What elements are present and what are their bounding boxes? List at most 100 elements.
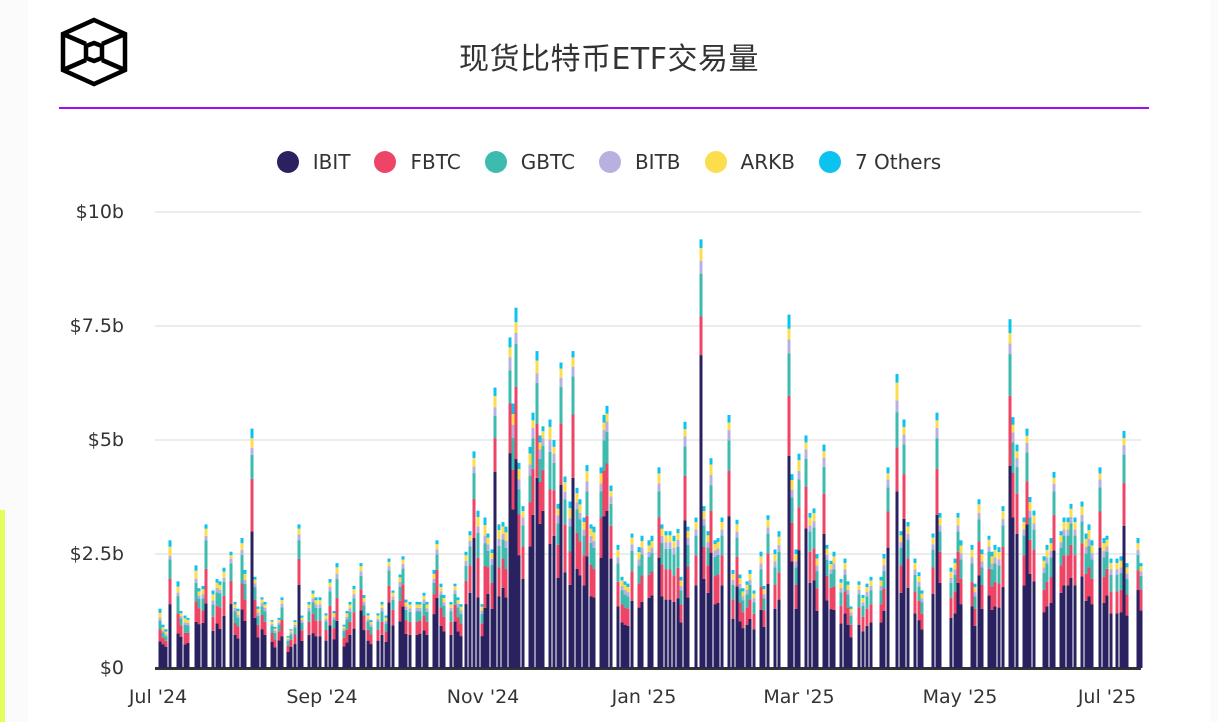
bar[interactable]	[456, 597, 460, 668]
bar[interactable]	[949, 567, 953, 668]
bar[interactable]	[766, 515, 770, 668]
bar[interactable]	[348, 601, 352, 668]
bar[interactable]	[657, 467, 661, 668]
bar[interactable]	[332, 611, 336, 668]
bar[interactable]	[1115, 558, 1119, 668]
bar[interactable]	[517, 462, 521, 668]
bar[interactable]	[931, 533, 935, 668]
bar[interactable]	[307, 601, 311, 668]
bar[interactable]	[453, 583, 457, 668]
bar[interactable]	[938, 512, 942, 668]
bar[interactable]	[289, 629, 293, 668]
bar[interactable]	[843, 558, 847, 668]
bar[interactable]	[422, 592, 426, 668]
bar[interactable]	[650, 535, 654, 668]
bar[interactable]	[439, 583, 443, 668]
bar[interactable]	[609, 485, 613, 668]
bar[interactable]	[280, 597, 284, 668]
bar[interactable]	[250, 428, 254, 668]
bar[interactable]	[256, 606, 260, 668]
bar[interactable]	[535, 351, 539, 668]
bar[interactable]	[709, 458, 713, 668]
bar[interactable]	[977, 499, 981, 668]
bar[interactable]	[318, 597, 322, 668]
bar[interactable]	[882, 554, 886, 668]
bar[interactable]	[997, 547, 1001, 668]
bar[interactable]	[556, 503, 560, 668]
bar[interactable]	[1073, 517, 1077, 668]
bar[interactable]	[273, 626, 277, 668]
bar[interactable]	[713, 540, 717, 668]
bar[interactable]	[559, 362, 563, 668]
bar[interactable]	[1015, 444, 1019, 668]
bar[interactable]	[293, 620, 297, 668]
bar[interactable]	[352, 585, 356, 668]
bar[interactable]	[472, 451, 476, 668]
bar[interactable]	[832, 551, 836, 668]
bar[interactable]	[1087, 524, 1091, 668]
bar[interactable]	[387, 558, 391, 668]
bar[interactable]	[676, 528, 680, 668]
bar[interactable]	[616, 544, 620, 668]
bar[interactable]	[777, 531, 781, 668]
bar[interactable]	[1069, 503, 1073, 668]
bar[interactable]	[483, 517, 487, 668]
bar[interactable]	[762, 585, 766, 668]
bar[interactable]	[1059, 531, 1063, 668]
bar[interactable]	[1066, 517, 1070, 668]
bar[interactable]	[260, 597, 264, 668]
bar[interactable]	[168, 540, 172, 668]
bar[interactable]	[990, 551, 994, 668]
bar[interactable]	[913, 558, 917, 668]
bar[interactable]	[846, 581, 850, 668]
bar[interactable]	[935, 412, 939, 668]
bar[interactable]	[812, 508, 816, 668]
bar[interactable]	[599, 467, 603, 668]
bar[interactable]	[297, 524, 301, 668]
bar[interactable]	[752, 590, 756, 668]
bar[interactable]	[745, 581, 749, 668]
bar[interactable]	[857, 581, 861, 668]
bar[interactable]	[538, 435, 542, 668]
bar[interactable]	[541, 426, 545, 668]
bar[interactable]	[324, 613, 328, 668]
bar[interactable]	[328, 579, 332, 668]
bar[interactable]	[161, 624, 165, 668]
bar[interactable]	[548, 419, 552, 668]
bar[interactable]	[804, 435, 808, 668]
bar[interactable]	[345, 611, 349, 668]
bar[interactable]	[605, 405, 609, 668]
bar[interactable]	[787, 314, 791, 668]
bar[interactable]	[486, 533, 490, 668]
bar[interactable]	[741, 588, 745, 668]
bar[interactable]	[1102, 538, 1106, 668]
bar[interactable]	[637, 547, 641, 668]
bar[interactable]	[1045, 544, 1049, 668]
bar[interactable]	[993, 544, 997, 668]
bar[interactable]	[589, 524, 593, 668]
legend-item-ibit[interactable]: IBIT	[276, 150, 350, 174]
bar[interactable]	[380, 601, 384, 668]
legend-item-arkb[interactable]: ARKB	[704, 150, 795, 174]
bar[interactable]	[476, 510, 480, 668]
bar[interactable]	[865, 583, 869, 668]
bar[interactable]	[366, 613, 370, 668]
bar[interactable]	[521, 506, 525, 668]
bar[interactable]	[735, 519, 739, 668]
bar[interactable]	[706, 531, 710, 668]
bar[interactable]	[759, 551, 763, 668]
bar[interactable]	[501, 522, 505, 668]
bar[interactable]	[435, 540, 439, 668]
bar[interactable]	[980, 549, 984, 668]
bar[interactable]	[578, 499, 582, 668]
bar[interactable]	[497, 524, 501, 668]
bar[interactable]	[731, 569, 735, 668]
bar[interactable]	[311, 590, 315, 668]
bar[interactable]	[511, 403, 515, 668]
bar[interactable]	[253, 576, 257, 668]
bar[interactable]	[953, 558, 957, 668]
bar[interactable]	[727, 414, 731, 668]
bar[interactable]	[1080, 501, 1084, 668]
bar[interactable]	[236, 608, 240, 668]
bar[interactable]	[218, 581, 222, 668]
